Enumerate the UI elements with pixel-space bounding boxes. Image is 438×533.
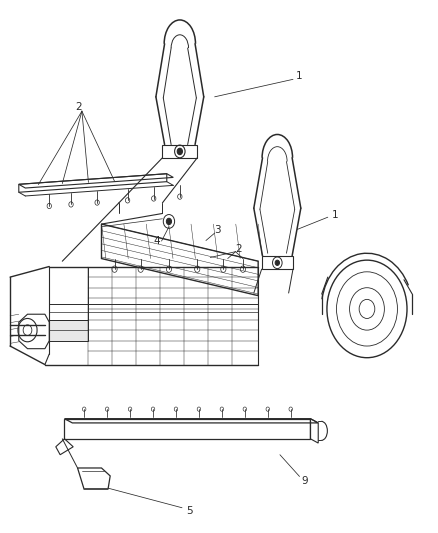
Text: 1: 1: [332, 210, 338, 220]
Circle shape: [166, 218, 172, 224]
Text: 9: 9: [301, 476, 308, 486]
Circle shape: [177, 148, 183, 155]
Circle shape: [275, 260, 279, 265]
Polygon shape: [49, 319, 88, 341]
Text: 2: 2: [236, 244, 242, 254]
Text: 4: 4: [154, 236, 160, 246]
Text: 5: 5: [186, 506, 193, 516]
Text: 2: 2: [75, 102, 82, 112]
Text: 1: 1: [296, 70, 303, 80]
Text: 3: 3: [214, 225, 221, 236]
